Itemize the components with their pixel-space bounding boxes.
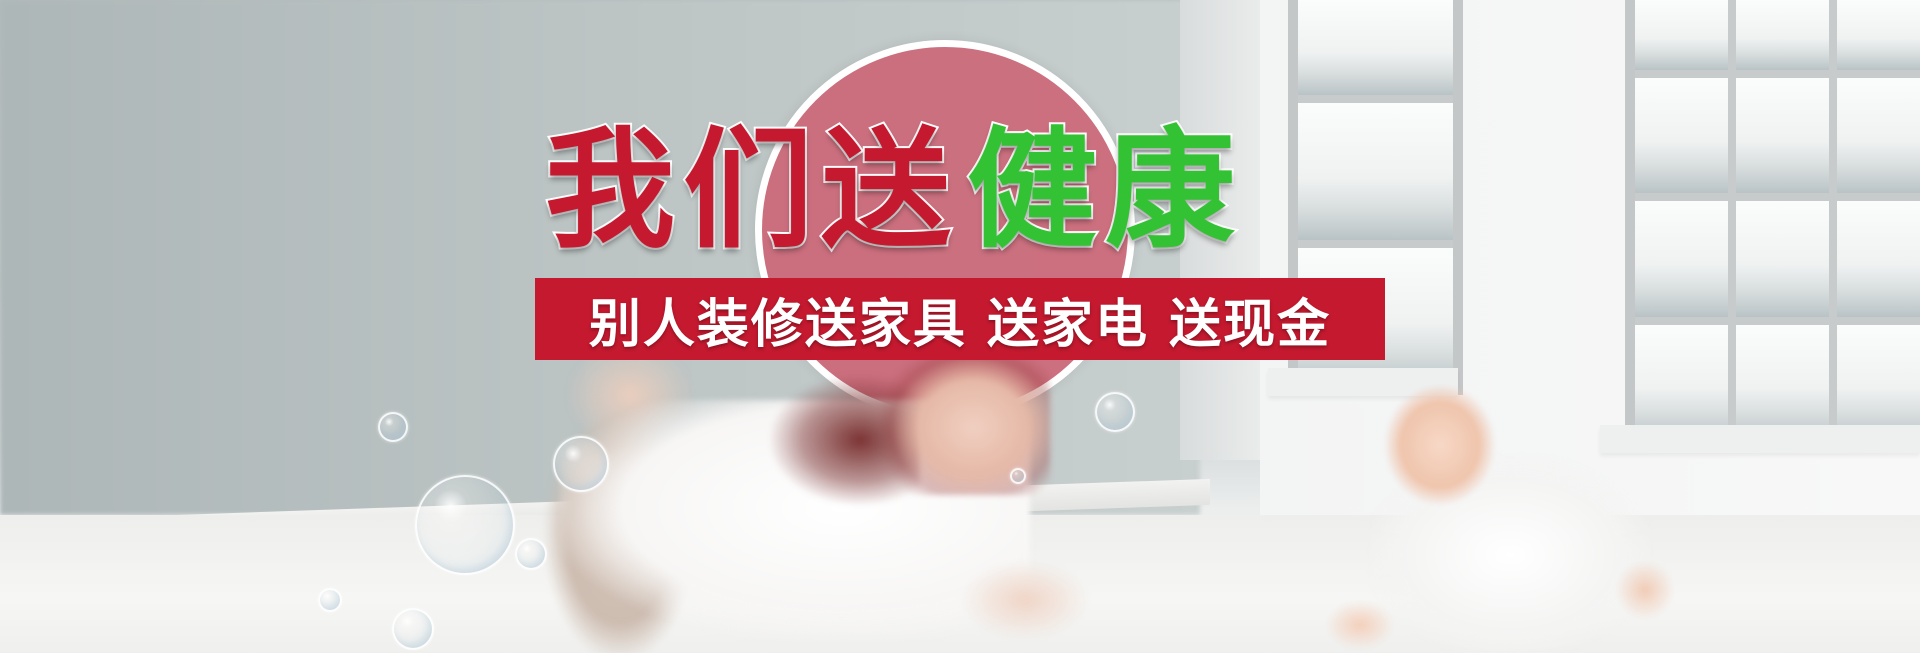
baby-photo-head	[1385, 385, 1495, 505]
baby-photo-hand	[1325, 600, 1395, 650]
background-wall-corner	[1180, 0, 1270, 460]
window-sill	[1600, 425, 1920, 453]
banner-headline: 我们送 健康	[543, 100, 1244, 280]
baby-photo-foot	[1615, 560, 1675, 620]
bubble-icon	[318, 588, 342, 612]
bubble-icon	[392, 608, 434, 650]
bubble-icon	[1010, 468, 1026, 484]
subtitle-ribbon: 别人装修送家具 送家电 送现金	[535, 278, 1385, 360]
background-window	[1625, 0, 1920, 450]
woman-photo-arm	[960, 560, 1090, 640]
bubble-icon	[553, 436, 609, 492]
headline-green-text: 健康	[965, 114, 1244, 266]
headline-red-text: 我们送	[543, 114, 960, 266]
bubble-icon	[515, 538, 547, 570]
bubble-icon	[378, 412, 408, 442]
bubble-icon	[415, 475, 515, 575]
subtitle-text: 别人装修送家具 送家电 送现金	[588, 294, 1332, 355]
bubble-icon	[1095, 392, 1135, 432]
